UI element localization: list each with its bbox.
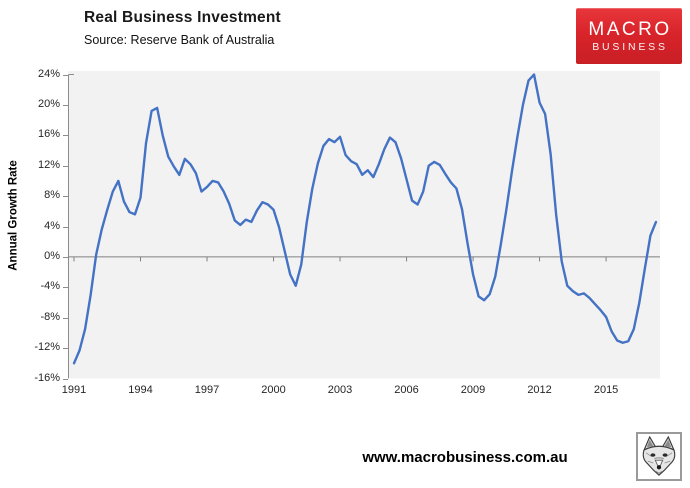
chart-title: Real Business Investment bbox=[84, 9, 281, 26]
y-tick-label: 24% bbox=[37, 67, 60, 80]
y-tick-mark bbox=[63, 74, 68, 76]
x-tick-label: 1991 bbox=[61, 384, 87, 396]
y-tick-label: 4% bbox=[44, 219, 60, 232]
y-tick-mark bbox=[63, 378, 68, 380]
y-tick-mark bbox=[63, 196, 68, 198]
y-tick-label: -8% bbox=[40, 310, 60, 323]
line-chart-plot-area bbox=[68, 71, 660, 379]
fox-head-icon bbox=[642, 436, 676, 476]
y-tick-label: 0% bbox=[44, 249, 60, 262]
x-tick-label: 2015 bbox=[593, 384, 619, 396]
y-tick-label: -16% bbox=[34, 371, 60, 384]
y-tick-label: 8% bbox=[44, 189, 60, 202]
y-tick-label: 12% bbox=[37, 158, 60, 171]
y-axis-title: Annual Growth Rate bbox=[7, 160, 20, 271]
x-tick-label: 1997 bbox=[194, 384, 220, 396]
y-tick-mark bbox=[63, 317, 68, 319]
investment-growth-line bbox=[72, 73, 658, 365]
y-tick-mark bbox=[63, 104, 68, 106]
x-tick-label: 1994 bbox=[128, 384, 153, 396]
y-tick-label: 16% bbox=[37, 128, 60, 141]
y-tick-mark bbox=[63, 256, 68, 258]
x-tick-label: 2003 bbox=[327, 384, 353, 396]
x-tick-label: 2009 bbox=[460, 384, 486, 396]
y-tick-label: 20% bbox=[37, 97, 60, 110]
x-tick-label: 2006 bbox=[394, 384, 419, 396]
fox-engraving-logo bbox=[636, 432, 682, 481]
x-tick-label: 2000 bbox=[261, 384, 286, 396]
chart-source-subtitle: Source: Reserve Bank of Australia bbox=[84, 33, 275, 47]
logo-text-business: BUSINESS bbox=[592, 40, 668, 53]
y-tick-mark bbox=[63, 135, 68, 137]
website-url: www.macrobusiness.com.au bbox=[362, 449, 568, 466]
y-tick-mark bbox=[63, 226, 68, 228]
y-tick-mark bbox=[63, 287, 68, 289]
x-tick-label: 2012 bbox=[527, 384, 552, 396]
plot-background bbox=[68, 71, 660, 379]
y-tick-mark bbox=[63, 165, 68, 167]
y-tick-label: -12% bbox=[34, 341, 60, 354]
logo-text-macro: MACRO bbox=[588, 18, 672, 40]
macrobusiness-logo: MACRO BUSINESS bbox=[576, 8, 682, 64]
y-tick-mark bbox=[63, 348, 68, 350]
y-tick-label: -4% bbox=[40, 280, 60, 293]
